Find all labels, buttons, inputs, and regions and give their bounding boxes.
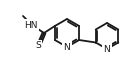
- Text: HN: HN: [24, 21, 38, 29]
- Text: S: S: [35, 41, 41, 51]
- Text: N: N: [64, 42, 70, 51]
- Text: N: N: [104, 45, 110, 54]
